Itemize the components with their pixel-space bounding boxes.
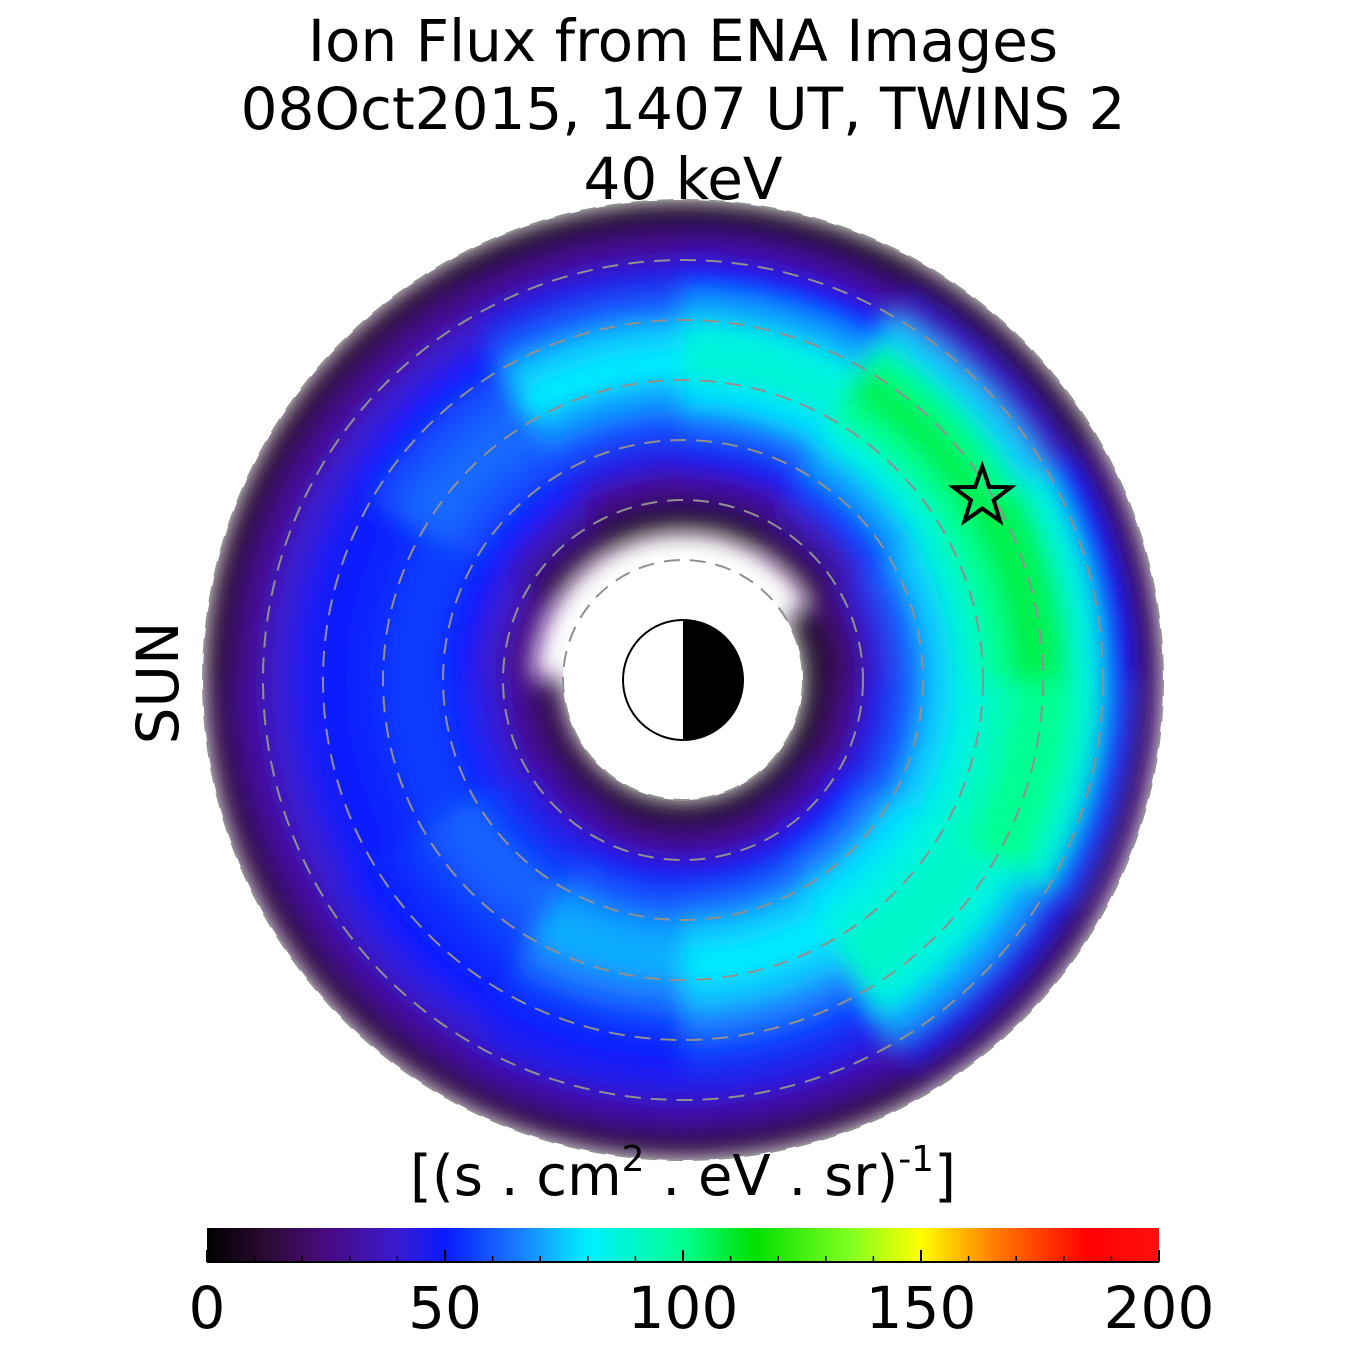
flux-cell — [682, 1069, 924, 1160]
colorbar-tick-label: 200 — [1104, 1274, 1215, 1342]
sun-label: SUN — [124, 622, 192, 745]
chart-title: Ion Flux from ENA Images — [308, 7, 1058, 75]
colorbar-tick-label: 0 — [189, 1274, 226, 1342]
colorbar-tick-label: 100 — [628, 1274, 739, 1342]
grid-circle — [202, 199, 1164, 1161]
earth-night — [683, 620, 743, 740]
radial-grid — [202, 199, 1164, 1161]
chart-subtitle: 08Oct2015, 1407 UT, TWINS 2 — [241, 75, 1126, 143]
colorbar-tick-label: 150 — [866, 1274, 977, 1342]
colorbar-label: [(s . cm2 . eV . sr)-1] — [410, 1139, 956, 1209]
grid-circle — [262, 259, 1104, 1101]
heatmap — [203, 200, 1163, 1160]
colorbar-label-sup: -1 — [898, 1139, 934, 1180]
flux-cell — [203, 679, 294, 921]
colorbar-label-sup: 2 — [622, 1139, 645, 1180]
grid-circle — [382, 379, 984, 981]
colorbar-tick-label: 50 — [408, 1274, 482, 1342]
grid-circle — [502, 499, 864, 861]
colorbar: 0 50 100 150 200 — [189, 1228, 1215, 1342]
heatmap-area — [203, 200, 1163, 1160]
colorbar-label-part: ] — [934, 1144, 956, 1209]
flux-cell — [442, 200, 684, 291]
flux-cell — [1072, 439, 1163, 681]
colorbar-label-part: . eV . sr) — [645, 1144, 899, 1209]
grid-circle — [322, 319, 1044, 1041]
colorbar-label-part: [(s . cm — [410, 1144, 622, 1209]
grid-circle — [562, 559, 804, 801]
earth — [622, 619, 744, 741]
satellite-star — [947, 460, 1017, 526]
grid-circle — [442, 439, 924, 921]
